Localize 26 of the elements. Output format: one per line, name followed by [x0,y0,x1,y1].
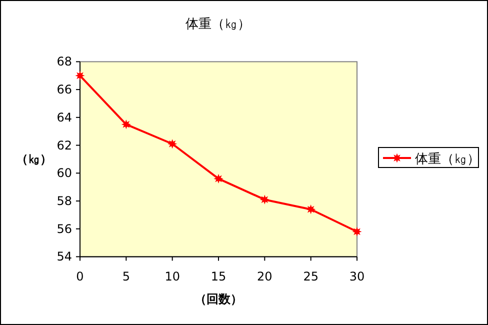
point [260,194,270,204]
y-axis-title: （㎏） [16,152,52,166]
y-tick-label: 68 [56,54,72,69]
point [306,204,316,214]
x-axis-title: （回数） [194,292,242,306]
y-tick-label: 56 [56,222,72,236]
point [352,226,362,236]
x-tick-label: 30 [349,270,365,284]
x-tick-label: 20 [257,270,272,284]
y-tick-label: 54 [56,250,72,264]
point [75,70,85,80]
y-tick-label: 62 [56,138,72,152]
y-tick-label: 60 [56,166,72,180]
legend-label: 体重（㎏） [415,152,480,167]
x-tick-label: 25 [303,270,318,284]
y-tick-label: 64 [56,110,72,124]
y-tick-label: 58 [56,194,72,208]
y-tick-label: 66 [56,82,72,97]
x-tick-label: 5 [122,270,130,284]
point [214,174,224,184]
chart-title: 体重（㎏） [186,17,250,32]
x-tick-label: 10 [164,270,180,284]
point [168,139,178,149]
point [121,120,131,130]
x-tick-label: 0 [76,270,84,284]
x-tick-label: 15 [210,270,226,284]
